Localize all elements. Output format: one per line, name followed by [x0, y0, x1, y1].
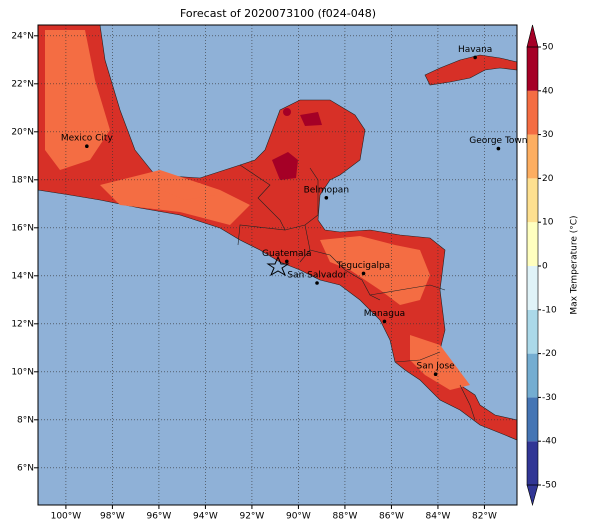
map-title: Forecast of 2020073100 (f024-048): [180, 7, 376, 20]
colorbar-band: [527, 266, 538, 310]
city-dot: [382, 319, 387, 324]
city-dot: [361, 271, 366, 276]
colorbar-tick-label: -40: [542, 437, 557, 447]
city-label: Belmopan: [304, 185, 349, 195]
x-tick-label: 90°W: [286, 512, 311, 522]
hot-patches: [272, 108, 322, 180]
colorbar-band: [527, 397, 538, 442]
colorbar-tick-label: 20: [542, 174, 554, 184]
y-tick-label: 22°N: [11, 79, 34, 89]
city-dot: [324, 196, 329, 200]
x-tick-label: 84°W: [426, 512, 451, 522]
x-tick-label: 100°W: [51, 512, 82, 522]
axes: 100°W 98°W 96°W 94°W 92°W 90°W 88°W 86°W 84°W 82°…: [11, 31, 497, 521]
map-frame: [37, 24, 518, 506]
city-label: Guatemala: [262, 249, 312, 259]
x-tick-label: 98°W: [100, 512, 125, 522]
colorbar-band: [527, 222, 538, 266]
x-tick-label: 94°W: [193, 512, 218, 522]
colorbar-tick-label: 30: [542, 130, 554, 140]
colorbar-band: [527, 90, 538, 135]
x-tick-label: 88°W: [333, 512, 358, 522]
y-tick-label: 20°N: [11, 127, 34, 137]
cities: Havana Mexico City George Town Belmopan Guat…: [61, 45, 528, 377]
x-tick-label: 96°W: [146, 512, 171, 522]
colorbar-extend-max: [526, 24, 539, 48]
x-tick-label: 92°W: [239, 512, 264, 522]
colorbar-band: [527, 353, 538, 398]
colorbar-band: [527, 309, 538, 354]
colorbar-tick-label: 40: [542, 86, 554, 96]
y-tick-label: 6°N: [17, 463, 34, 473]
city-dot: [85, 144, 89, 148]
colorbar-band: [527, 134, 538, 179]
city-label: Managua: [364, 309, 405, 319]
y-tick-label: 14°N: [11, 271, 34, 281]
city-dot: [285, 259, 289, 264]
y-tick-label: 12°N: [11, 319, 34, 329]
y-tick-label: 8°N: [17, 415, 34, 425]
colorbar-tick-label: -30: [542, 393, 557, 403]
map-area: Havana Mexico City George Town Belmopan Guat…: [37, 24, 528, 506]
colorbar-tick-label: 50: [542, 43, 554, 53]
x-tick-label: 86°W: [379, 512, 404, 522]
city-label: Havana: [458, 45, 492, 55]
colorbar-tick-label: -20: [542, 349, 557, 359]
grid: [38, 25, 517, 505]
capital-star: [266, 255, 290, 277]
y-tick-label: 10°N: [11, 367, 34, 377]
country-borders: [237, 164, 476, 421]
city-label: George Town: [469, 136, 527, 146]
y-tick-label: 24°N: [11, 31, 34, 41]
colorbar-tick-label: -50: [542, 481, 557, 491]
colorbar: -50 -40 -30 -20 -10 0 10 20 30 40 50: [526, 24, 557, 507]
y-tick-label: 18°N: [11, 175, 34, 185]
y-tick-label: 16°N: [11, 223, 34, 233]
city-dot: [496, 146, 501, 151]
city-label: San Salvador: [287, 271, 347, 281]
colorbar-tick-label: -10: [542, 305, 557, 315]
x-tick-label: 82°W: [472, 512, 497, 522]
city-dot: [433, 372, 438, 377]
city-dot: [315, 281, 319, 285]
colorbar-tick-label: 0: [542, 262, 548, 272]
city-label: San Jose: [417, 362, 456, 372]
warm-patches: [45, 30, 470, 390]
colorbar-label: Max Temperature (°C): [570, 215, 580, 314]
colorbar-extend-min: [526, 484, 539, 507]
colorbar-band: [527, 441, 538, 485]
colorbar-band: [527, 47, 538, 91]
city-dot: [473, 55, 477, 60]
colorbar-band: [527, 178, 538, 223]
city-label: Mexico City: [61, 134, 114, 144]
city-label: Tegucigalpa: [336, 261, 390, 271]
colorbar-tick-label: 10: [542, 218, 554, 228]
